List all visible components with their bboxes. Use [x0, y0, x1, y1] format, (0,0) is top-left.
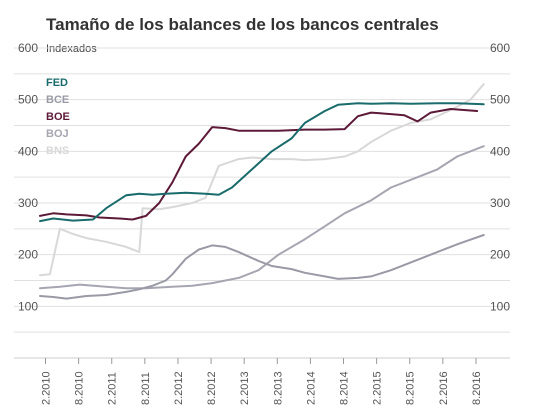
x-tick-label: 8.2015 [405, 371, 417, 405]
x-tick-label: 2.2014 [305, 371, 317, 405]
legend-entry-fed: FED [46, 77, 68, 89]
y-tick-label-left: 500 [18, 93, 38, 107]
x-tick-label: 2.2016 [438, 371, 450, 405]
y-tick-label-right: 200 [490, 248, 510, 262]
y-tick-label-left: 200 [18, 248, 38, 262]
x-tick-label: 8.2011 [140, 372, 152, 405]
x-tick-label: 8.2016 [471, 371, 483, 405]
x-ticks: 2.2010 8.2010 2.2011 8.2011 2.2012 8.2012 2.20… [41, 371, 483, 405]
y-ticks-left: 100 200 300 400 500 600 [18, 41, 38, 313]
x-tick-label: 8.2010 [74, 371, 86, 405]
legend-entry-bns: BNS [46, 145, 69, 157]
x-tick-label: 8.2014 [339, 371, 351, 405]
x-tick-label: 2.2010 [41, 371, 53, 405]
series-line-bce [39, 234, 485, 300]
legend-entry-bce: BCE [46, 94, 69, 106]
y-tick-label-left: 400 [18, 144, 38, 158]
y-tick-label-right: 500 [490, 93, 510, 107]
series-line-boe [39, 108, 479, 221]
y-tick-label-left: 100 [18, 299, 38, 313]
x-tick-label: 8.2012 [206, 371, 218, 405]
y-ticks-right: 100 200 300 400 500 600 [490, 41, 510, 313]
y-tick-label-right: 100 [490, 299, 510, 313]
x-tick-label: 2.2012 [173, 371, 185, 405]
x-tick-label: 2.2011 [107, 372, 119, 405]
y-tick-label-left: 600 [18, 41, 38, 55]
x-tick-label: 2.2013 [239, 371, 251, 405]
chart-title: Tamaño de los balances de los bancos cen… [46, 15, 439, 34]
y-tick-label-right: 300 [490, 196, 510, 210]
legend: FED BCE BOE BOJ BNS [46, 77, 70, 157]
series-line-bns [39, 83, 485, 277]
series-line-fed [39, 102, 485, 223]
y-tick-label-right: 400 [490, 144, 510, 158]
x-tick-label: 8.2013 [272, 371, 284, 405]
legend-entry-boe: BOE [46, 111, 70, 123]
series-lines [39, 83, 485, 300]
y-axis-unit-label: Indexados [46, 43, 97, 55]
y-tick-label-left: 300 [18, 196, 38, 210]
x-tick-label: 2.2015 [372, 371, 384, 405]
series-line-boj [39, 145, 485, 290]
y-tick-label-right: 600 [490, 41, 510, 55]
legend-entry-boj: BOJ [46, 128, 69, 140]
gridlines [14, 47, 510, 364]
